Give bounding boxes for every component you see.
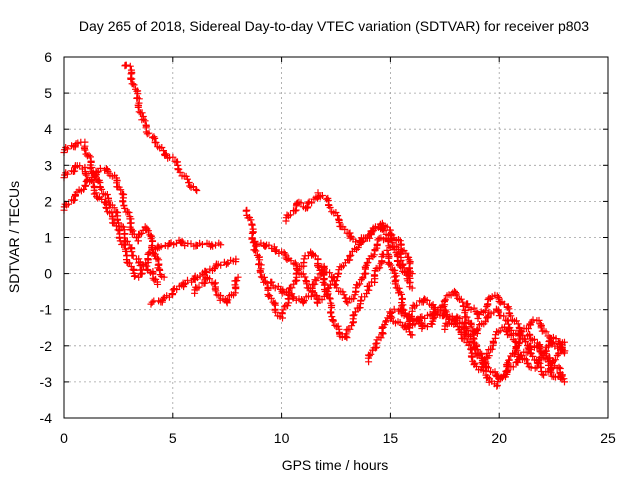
series-track-5	[147, 255, 240, 308]
series-track-10	[267, 234, 412, 307]
y-tick-label: -2	[40, 338, 53, 354]
x-axis-label: GPS time / hours	[282, 457, 389, 473]
y-tick-label: 3	[44, 157, 52, 173]
x-tick-label: 0	[60, 430, 68, 446]
data-points	[60, 61, 569, 390]
y-tick-label: 0	[44, 266, 52, 282]
series-track-1	[121, 61, 201, 195]
series-track-14	[463, 291, 568, 379]
series-track-9	[282, 189, 416, 278]
y-tick-label: 4	[44, 121, 52, 137]
series-track-15	[441, 305, 566, 353]
axis-ticks: 0 5 10 15 20 25 -4 -3 -2 -1 0 1 2 3 4 5 6	[40, 49, 616, 446]
marker-trace	[191, 273, 242, 307]
y-axis-label: SDTVAR / TECUs	[6, 181, 22, 293]
x-tick-label: 10	[274, 430, 290, 446]
y-tick-label: 6	[44, 49, 52, 65]
x-tick-label: 20	[491, 430, 507, 446]
x-tick-label: 25	[600, 430, 616, 446]
marker-trace	[147, 255, 240, 308]
y-tick-label: 2	[44, 193, 52, 209]
x-tick-label: 5	[169, 430, 177, 446]
chart-title: Day 265 of 2018, Sidereal Day-to-day VTE…	[79, 18, 589, 34]
series-track-13	[386, 306, 569, 375]
y-tick-label: 5	[44, 85, 52, 101]
y-tick-label: -1	[40, 302, 53, 318]
marker-trace	[386, 306, 569, 375]
marker-trace	[267, 234, 412, 307]
y-tick-label: -4	[40, 410, 53, 426]
marker-trace	[121, 61, 201, 195]
marker-trace	[441, 305, 566, 353]
y-tick-label: -3	[40, 374, 53, 390]
series-track-6	[191, 273, 242, 307]
marker-trace	[282, 189, 416, 278]
y-tick-label: 1	[44, 230, 52, 246]
x-tick-label: 15	[383, 430, 399, 446]
marker-trace	[463, 291, 568, 379]
